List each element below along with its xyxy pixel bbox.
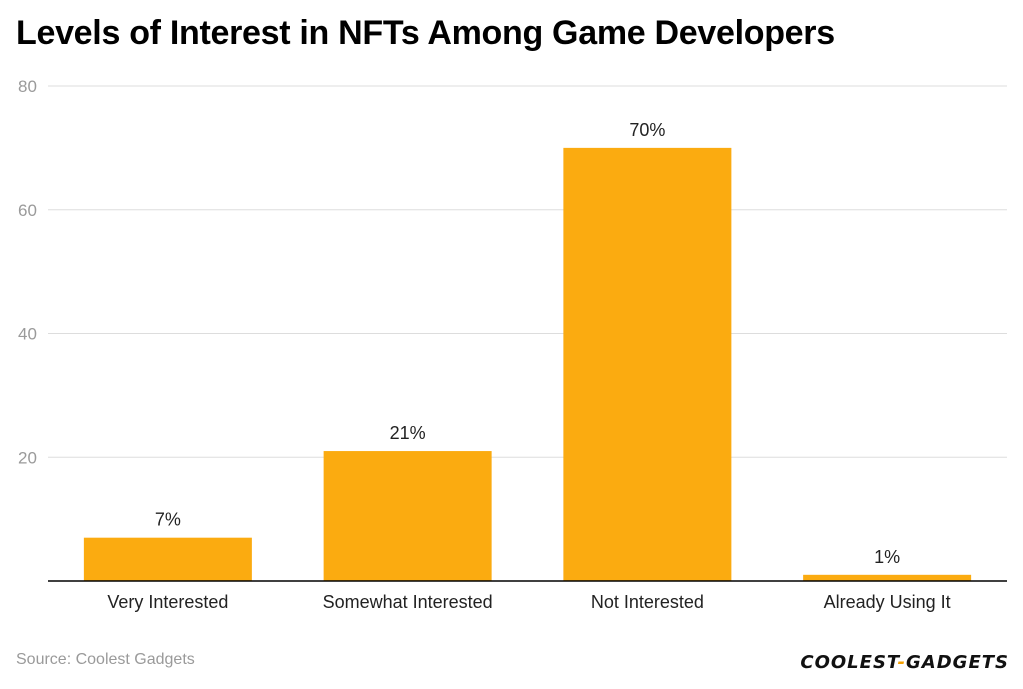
bar [83,537,252,581]
data-label: 70% [629,120,665,140]
x-tick-label: Somewhat Interested [323,592,493,612]
coolest-gadgets-logo: COOLEST-GADGETS [800,652,1009,673]
x-tick-label: Very Interested [107,592,228,612]
data-label: 7% [155,510,181,530]
data-label: 1% [874,547,900,567]
logo-dash: - [897,652,907,673]
bar [323,451,492,581]
logo-right-text: GADGETS [906,652,1009,673]
y-tick-label: 60 [18,201,37,220]
y-tick-label: 80 [18,77,37,96]
source-note: Source: Coolest Gadgets [16,651,195,668]
chart-title: Levels of Interest in NFTs Among Game De… [16,14,835,52]
y-tick-label: 20 [18,448,37,467]
x-tick-label: Not Interested [591,592,704,612]
data-label: 21% [390,423,426,443]
y-tick-label: 40 [18,325,37,344]
bar [803,574,972,581]
x-tick-label: Already Using It [824,592,951,612]
logo-left-text: COOLEST [800,652,898,673]
bar [563,147,732,581]
